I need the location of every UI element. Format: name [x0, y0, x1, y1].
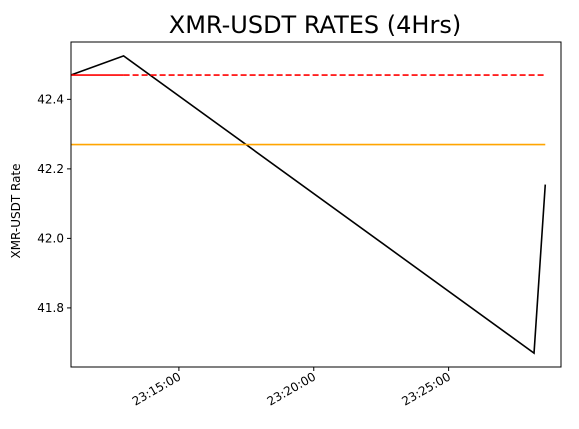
series-line-1 — [70, 55, 547, 355]
y-tick-label-4: 42.4 — [37, 92, 64, 106]
plot-frame — [70, 41, 562, 368]
plot-area — [70, 55, 547, 355]
y-tick-label-3: 42.2 — [37, 162, 64, 176]
axes: 41.8 42.0 42.2 42.4 23:15:00 23:20:00 23:25:00 — [37, 92, 453, 408]
y-tick-label-1: 41.8 — [37, 301, 64, 315]
x-tick-label-1: 23:15:00 — [130, 369, 184, 408]
y-tick-label-2: 42.0 — [37, 231, 64, 245]
y-axis-label: XMR-USDT Rate — [9, 163, 23, 258]
chart-title: XMR-USDT RATES (4Hrs) — [169, 11, 461, 39]
x-tick-label-3: 23:25:00 — [399, 369, 453, 408]
x-tick-label-2: 23:20:00 — [265, 369, 319, 408]
